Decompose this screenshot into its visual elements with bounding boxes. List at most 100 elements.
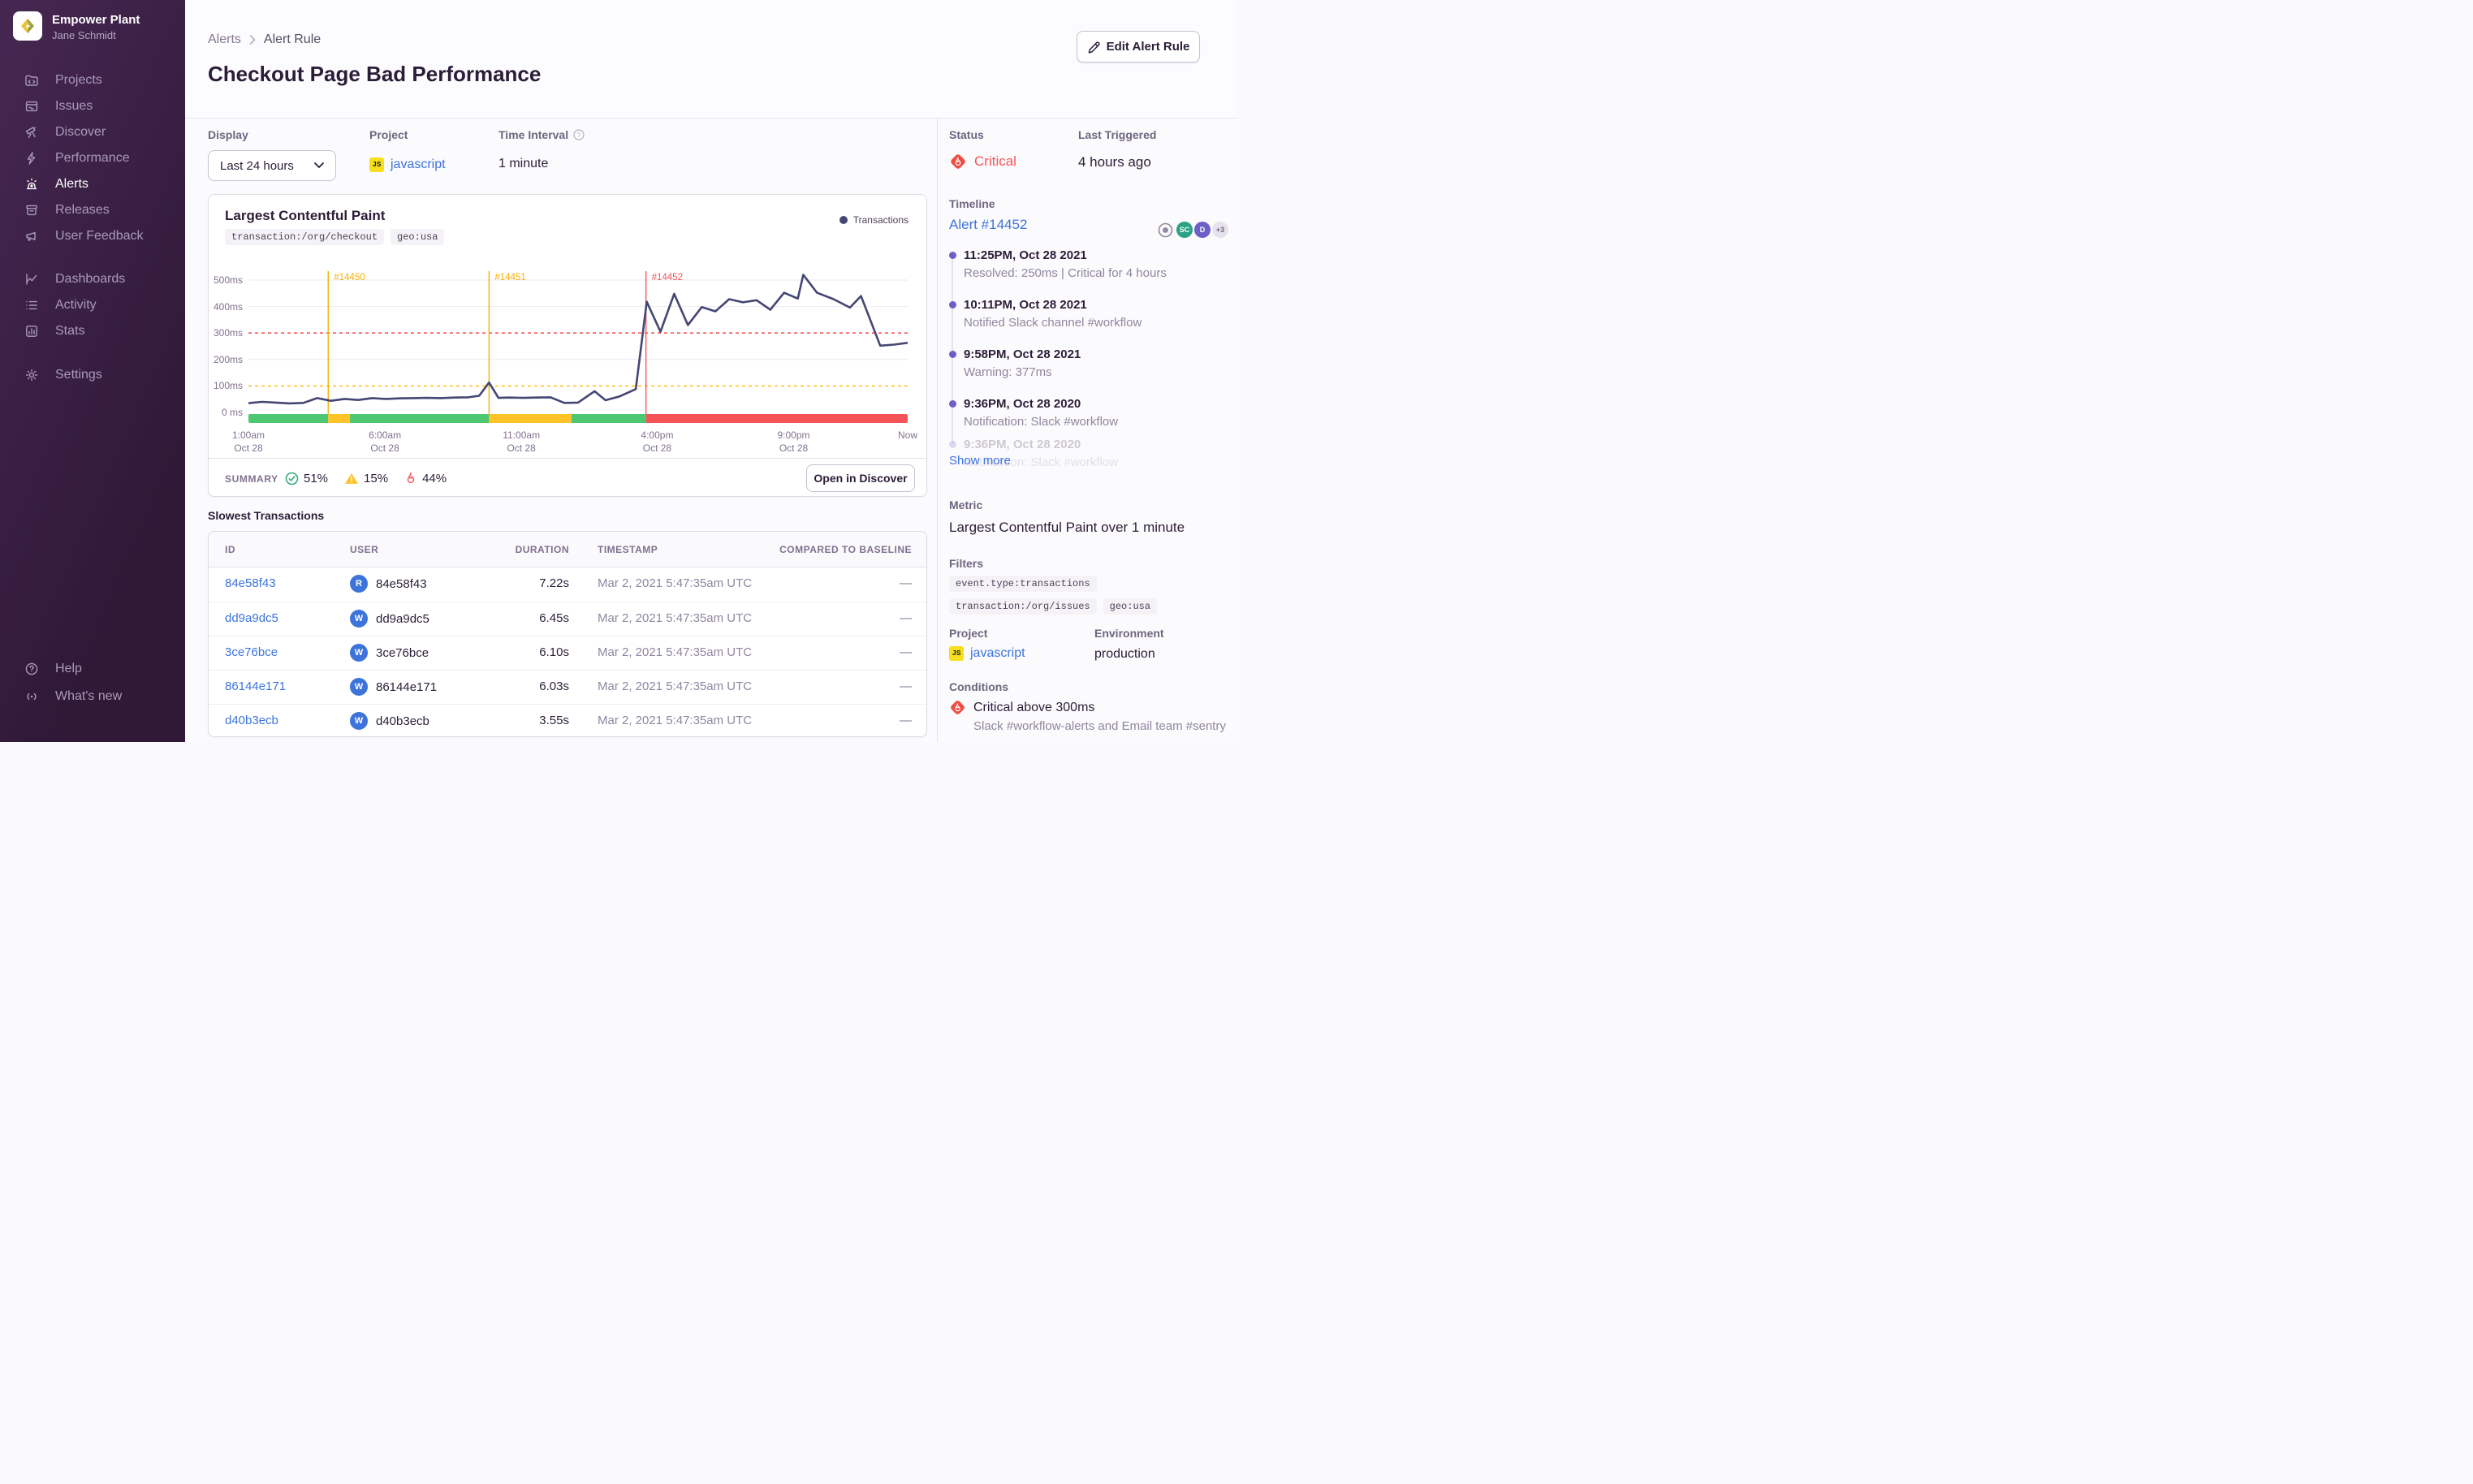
summary-label: SUMMARY [225, 473, 278, 485]
sidebar-item-label: Activity [55, 298, 97, 312]
status-label: Status [949, 128, 984, 141]
sidebar-item-alerts[interactable]: Alerts [0, 171, 185, 197]
avatar: W [350, 644, 368, 662]
settings-icon [24, 368, 39, 382]
chart-legend: Transactions [839, 214, 908, 226]
sidebar-item-projects[interactable]: Projects [0, 67, 185, 93]
project-value[interactable]: JS javascript [369, 157, 446, 172]
chart-tag: transaction:/org/checkout [225, 229, 385, 245]
table-row[interactable]: 84e58f43 R 84e58f43 7.22s Mar 2, 2021 5:47:3… [209, 567, 926, 602]
legend-label: Transactions [852, 214, 908, 226]
time-interval-value: 1 minute [498, 157, 549, 170]
transaction-id-link[interactable]: d40b3ecb [225, 714, 278, 727]
timestamp-value: Mar 2, 2021 5:47:35am UTC [598, 679, 753, 693]
duration-value: 7.22s [539, 576, 569, 590]
sidebar-item-activity[interactable]: Activity [0, 292, 185, 318]
warning-triangle-icon [344, 472, 359, 485]
duration-value: 6.03s [539, 679, 569, 693]
table-row[interactable]: 3ce76bce W 3ce76bce 6.10s Mar 2, 2021 5:47:3… [209, 636, 926, 670]
summary-healthy: 51% [285, 472, 328, 485]
environment-label: Environment [1094, 627, 1164, 640]
releases-icon [24, 203, 39, 218]
filter-tag: event.type:transactions [949, 576, 1097, 592]
timestamp-value: Mar 2, 2021 5:47:35am UTC [598, 645, 753, 659]
timestamp-value: Mar 2, 2021 5:47:35am UTC [598, 576, 753, 590]
project-detail-label: Project [949, 627, 988, 640]
check-circle-icon [285, 472, 299, 485]
user-cell: R 84e58f43 [350, 575, 427, 593]
sidebar-item-user-feedback[interactable]: User Feedback [0, 223, 185, 249]
summary-items: 51% 15% 44% [285, 465, 447, 491]
filter-tag: geo:usa [1103, 598, 1158, 615]
y-axis-tick: 100ms [213, 380, 243, 392]
activity-icon [24, 298, 39, 313]
sidebar-item-dashboards[interactable]: Dashboards [0, 266, 185, 292]
sidebar-item-what-s-new[interactable]: What's new [0, 684, 185, 710]
timeline-dot-icon [949, 301, 956, 308]
timeline-event-desc: Warning: 377ms [964, 365, 1052, 379]
table-row[interactable]: 86144e171 W 86144e171 6.03s Mar 2, 2021 5:47… [209, 670, 926, 704]
baseline-value: — [900, 576, 912, 590]
user-feedback-icon [24, 229, 39, 244]
transaction-id-link[interactable]: 84e58f43 [225, 576, 276, 590]
edit-alert-rule-button[interactable]: Edit Alert Rule [1077, 31, 1200, 63]
duration-value: 6.10s [539, 645, 569, 659]
baseline-value: — [900, 611, 912, 625]
sidebar-item-releases[interactable]: Releases [0, 197, 185, 223]
open-in-discover-button[interactable]: Open in Discover [806, 464, 915, 492]
breadcrumb-alerts[interactable]: Alerts [208, 32, 241, 46]
table-header-row: ID USER DURATION TIMESTAMP COMPARED TO BASEL… [209, 532, 926, 567]
fire-icon [404, 472, 417, 485]
timeline-event-time: 9:36PM, Oct 28 2020 [964, 438, 1081, 451]
display-dropdown[interactable]: Last 24 hours [208, 150, 336, 181]
sidebar-item-issues[interactable]: Issues [0, 93, 185, 119]
condition-row: Critical above 300ms [949, 699, 1094, 716]
alerts-icon [24, 177, 39, 192]
sidebar-item-label: Projects [55, 73, 102, 87]
alert-link[interactable]: Alert #14452 [949, 217, 1028, 232]
transaction-id-link[interactable]: 3ce76bce [225, 645, 278, 659]
summary-warning: 15% [344, 472, 388, 485]
last-triggered-label: Last Triggered [1078, 128, 1157, 141]
visibility-icon [1158, 222, 1173, 237]
sidebar-item-label: Dashboards [55, 272, 126, 286]
y-axis-tick: 0 ms [221, 407, 243, 418]
timeline-dot-icon [949, 351, 956, 358]
javascript-platform-icon: JS [369, 157, 384, 172]
column-header-id: ID [225, 544, 235, 555]
sidebar-item-performance[interactable]: Performance [0, 145, 185, 171]
filters-label: Filters [949, 557, 984, 570]
column-header-user: USER [350, 544, 379, 555]
status-badge: Critical [949, 153, 1016, 170]
sidebar-item-stats[interactable]: Stats [0, 318, 185, 344]
show-more-link[interactable]: Show more [949, 454, 1011, 468]
page-header [185, 0, 1236, 119]
timeline-event-desc: Notification: Slack #workflow [964, 415, 1119, 429]
lcp-line-chart[interactable]: #14450 #14451 #14452 [248, 269, 908, 425]
transaction-id-link[interactable]: 86144e171 [225, 679, 287, 693]
user-cell: W 3ce76bce [350, 644, 429, 662]
sidebar: Empower Plant Jane Schmidt Projects Issue… [0, 0, 185, 742]
chevron-down-icon [314, 162, 324, 168]
x-axis-tick: 9:00pm Oct 28 [777, 429, 810, 454]
timeline-event-time: 11:25PM, Oct 28 2021 [964, 248, 1087, 262]
sidebar-item-help[interactable]: Help [0, 656, 185, 682]
sidebar-item-discover[interactable]: Discover [0, 119, 185, 145]
sidebar-item-settings[interactable]: Settings [0, 362, 185, 388]
discover-icon [24, 125, 39, 140]
last-triggered-value: 4 hours ago [1078, 154, 1151, 170]
org-name[interactable]: Empower Plant [52, 13, 140, 27]
x-axis-tick: 6:00am Oct 28 [369, 429, 402, 454]
project-label: Project [369, 128, 408, 141]
avatar: +3 [1212, 222, 1228, 238]
pencil-icon [1088, 41, 1100, 54]
transaction-id-link[interactable]: dd9a9dc5 [225, 611, 278, 625]
project-detail-value[interactable]: JS javascript [949, 646, 1025, 661]
critical-diamond-fire-icon [951, 701, 965, 714]
help-circle-icon[interactable]: ? [573, 129, 585, 140]
dashboards-icon [24, 272, 39, 287]
org-logo[interactable] [13, 11, 42, 41]
avatar: W [350, 712, 368, 730]
